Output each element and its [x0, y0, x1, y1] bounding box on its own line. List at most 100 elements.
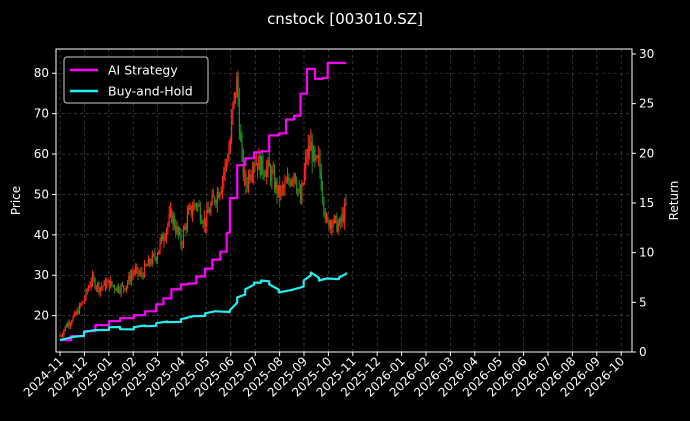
candle-body [207, 209, 209, 213]
candle-body [220, 190, 222, 194]
candle-body [117, 286, 120, 292]
candle-body [296, 182, 298, 191]
return-lines [59, 61, 348, 342]
candle-body [121, 285, 123, 286]
candle-body [101, 286, 103, 288]
candle-body [218, 191, 220, 198]
candle-body [251, 173, 253, 176]
candle-body [137, 267, 139, 275]
candle-body [140, 272, 142, 274]
candle-body [312, 148, 315, 162]
candle-body [72, 316, 74, 322]
candle-body [292, 179, 294, 181]
candle-body [60, 335, 62, 337]
candle-body [179, 232, 181, 234]
candle-body [290, 180, 292, 186]
candle-body [333, 216, 335, 224]
candle-body [73, 312, 75, 317]
candle-body [123, 285, 125, 289]
price-candles [59, 70, 347, 338]
candle-body [266, 167, 268, 177]
y-tick-label: 30 [34, 268, 49, 282]
y2-tick-label: 10 [639, 246, 654, 260]
candle-body [129, 275, 131, 282]
candle-body [176, 226, 178, 233]
candle-body [185, 226, 187, 229]
candle-body [67, 322, 69, 328]
candle-body [344, 203, 346, 221]
y2-tick-label: 30 [639, 47, 654, 61]
candle-body [141, 272, 143, 275]
candle-body [93, 275, 95, 280]
candle-body [299, 189, 302, 203]
candle-body [245, 173, 247, 186]
y-axis-title: Price [9, 186, 23, 215]
candle-body [297, 189, 299, 191]
candle-body [76, 310, 78, 315]
candle-body [311, 141, 313, 162]
candle-body [221, 178, 224, 191]
y2-tick-label: 25 [639, 97, 654, 111]
candle-body [319, 155, 321, 172]
candle-body [231, 118, 233, 142]
candle-body [177, 226, 179, 234]
candle-body [267, 160, 269, 168]
candle-body [211, 195, 213, 205]
candle-body [108, 280, 110, 288]
candle-body [234, 92, 237, 98]
candle-body [272, 171, 274, 172]
candle-body [208, 212, 211, 214]
candle-body [322, 189, 324, 199]
candle-body [201, 220, 203, 224]
candle-body [289, 181, 291, 186]
candle-body [306, 157, 308, 158]
candle-body [301, 185, 303, 203]
candle-body [206, 209, 208, 227]
candle-body [280, 187, 282, 197]
candle-body [63, 330, 65, 335]
candle-body [78, 304, 81, 314]
y-tick-label: 70 [34, 107, 49, 121]
candle-body [167, 223, 169, 230]
candle-body [88, 287, 90, 291]
candle-body [257, 162, 259, 170]
candle-body [156, 254, 159, 261]
candle-body [259, 155, 261, 176]
candle-body [68, 322, 70, 326]
series-line-ai-strategy [60, 61, 347, 342]
candle-body [104, 281, 107, 289]
candle-body [155, 257, 157, 261]
candle-body [233, 92, 235, 103]
y-tick-label: 80 [34, 66, 49, 80]
candle-body [133, 272, 135, 274]
left-axis: 20 30 40 50 60 70 80 [34, 66, 56, 323]
candle-body [102, 286, 104, 287]
candle-body [216, 191, 218, 204]
candle-body [305, 157, 307, 171]
legend-label-buy-and-hold: Buy-and-Hold [108, 84, 193, 99]
candle-body [77, 310, 79, 314]
candle-body [340, 218, 342, 222]
candle-body [158, 250, 160, 255]
candle-body [224, 162, 226, 173]
candle-body [328, 220, 330, 229]
candle-body [159, 240, 161, 251]
candle-body [316, 156, 318, 158]
series-line-buy-and-hold [59, 271, 348, 342]
candle-body [186, 213, 188, 229]
candle-body [214, 197, 216, 203]
candle-body [249, 173, 251, 180]
candle-body [315, 156, 317, 160]
candle-body [115, 289, 117, 291]
y2-tick-label: 20 [639, 146, 654, 160]
candle-body [90, 281, 92, 286]
candle-body [285, 182, 287, 184]
candle-body [250, 175, 252, 180]
candle-body [341, 213, 343, 222]
candle-body [314, 148, 316, 160]
candle-body [303, 170, 305, 184]
candle-body [237, 77, 239, 99]
candle-body [127, 282, 129, 286]
chart-title: cnstock [003010.SZ] [267, 10, 423, 28]
candle-body [106, 282, 108, 289]
